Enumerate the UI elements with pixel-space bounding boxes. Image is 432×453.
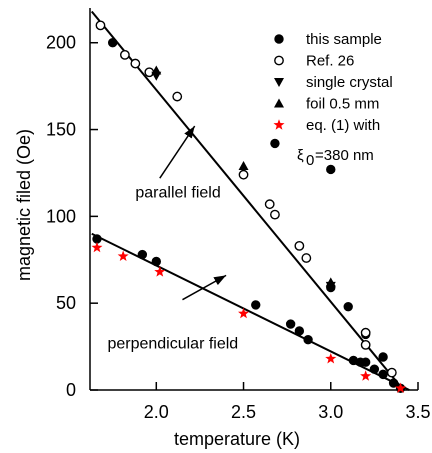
legend-xi-value: =380 nm <box>315 147 374 164</box>
series-0-point-1 <box>107 38 118 48</box>
legend: this sample Ref. 26 single crystal foil 0.5… <box>273 31 393 169</box>
series-1-point-12 <box>360 339 371 350</box>
series-1-point-1 <box>119 49 130 60</box>
legend-marker-2 <box>274 78 284 87</box>
annotation-arrow-0 <box>159 125 196 179</box>
annotations-layer: parallel field perpendicular field <box>107 125 238 352</box>
series-0-point-3 <box>151 256 161 267</box>
series-0-point-4 <box>251 300 261 310</box>
series-1-point-11 <box>386 367 397 378</box>
series-1-point-5 <box>238 169 249 180</box>
series-0-point-12 <box>369 364 380 374</box>
series-4-point-0 <box>91 241 103 253</box>
series-0-point-20 <box>326 164 336 175</box>
series-4-point-6 <box>395 382 407 393</box>
series-1-point-4 <box>172 91 183 102</box>
data-points-layer <box>91 20 407 393</box>
series-0-point-14 <box>388 378 399 388</box>
annotation-arrow-1 <box>182 274 227 301</box>
y-tick-label-0: 0 <box>66 380 76 400</box>
series-4-point-2 <box>154 266 166 277</box>
series-1-point-10 <box>360 327 371 338</box>
parallel-fit-line <box>90 10 402 388</box>
legend-xi-symbol: ξ <box>297 147 304 164</box>
series-1-point-2 <box>130 58 141 69</box>
y-tick-label-2: 100 <box>46 206 76 226</box>
series-3-point-1 <box>238 161 249 171</box>
series-0-point-6 <box>294 326 305 336</box>
x-tick-label-3: 3.5 <box>405 402 430 422</box>
axes-layer: 2.0 2.5 3.0 3.5 0 50 100 150 200 <box>46 8 431 422</box>
series-0-point-7 <box>303 334 313 345</box>
series-0-point-8 <box>270 138 280 149</box>
series-1-point-0 <box>95 20 106 31</box>
legend-xi-subscript: 0 <box>306 152 314 169</box>
y-tick-label-3: 150 <box>46 120 76 140</box>
series-1-point-9 <box>301 253 312 263</box>
series-0-point-13 <box>378 369 388 380</box>
legend-label-3: foil 0.5 mm <box>306 96 379 113</box>
legend-label-0: this sample <box>306 31 382 48</box>
x-axis-title: temperature (K) <box>174 429 300 449</box>
series-4-point-5 <box>360 370 372 381</box>
series-3-point-2 <box>325 277 336 287</box>
x-tick-label-2: 3.0 <box>318 402 343 422</box>
series-1-point-6 <box>264 199 275 210</box>
series-0-point-11 <box>360 357 371 367</box>
x-tick-label-0: 2.0 <box>144 402 169 422</box>
y-tick-label-4: 200 <box>46 33 76 53</box>
legend-marker-0 <box>274 34 284 44</box>
legend-label-2: single crystal <box>306 74 393 91</box>
legend-marker-1 <box>274 55 284 66</box>
series-3-point-0 <box>151 65 162 75</box>
series-1-point-7 <box>270 209 280 220</box>
legend-label-4: eq. (1) with <box>306 117 380 134</box>
y-axis-title: magnetic filed (Oe) <box>14 129 34 281</box>
series-1-point-8 <box>294 240 305 251</box>
annotation-label-1: perpendicular field <box>107 335 238 352</box>
series-0-point-17 <box>378 352 388 362</box>
y-tick-label-1: 50 <box>56 293 76 313</box>
x-tick-label-1: 2.5 <box>231 402 256 422</box>
series-0-point-5 <box>285 319 296 329</box>
legend-marker-4 <box>273 119 285 130</box>
annotation-label-0: parallel field <box>135 184 220 201</box>
legend-label-1: Ref. 26 <box>306 53 354 70</box>
legend-marker-3 <box>274 98 284 108</box>
series-4-point-1 <box>117 250 129 261</box>
series-0-point-19 <box>343 301 353 312</box>
series-4-point-4 <box>325 352 337 364</box>
series-4-point-3 <box>238 307 250 319</box>
series-0-point-2 <box>137 249 148 260</box>
